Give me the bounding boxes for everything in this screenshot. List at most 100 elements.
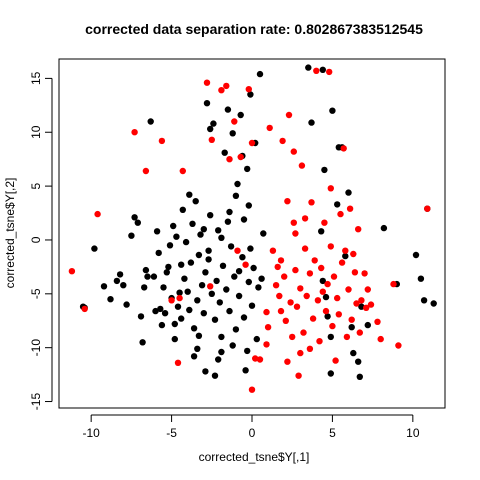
y-tick-label: 5 bbox=[29, 182, 43, 189]
point-black bbox=[260, 230, 267, 237]
point-red bbox=[316, 338, 323, 345]
point-black bbox=[181, 275, 188, 282]
point-red bbox=[207, 283, 214, 290]
point-black bbox=[412, 251, 420, 259]
point-black bbox=[139, 339, 146, 346]
point-red bbox=[355, 226, 362, 233]
point-red bbox=[303, 292, 310, 300]
point-black bbox=[213, 277, 220, 285]
point-red bbox=[226, 156, 233, 163]
point-red bbox=[377, 335, 384, 343]
point-red bbox=[81, 305, 88, 313]
point-black bbox=[223, 286, 230, 293]
point-red bbox=[142, 167, 150, 175]
point-black bbox=[147, 118, 154, 125]
point-black bbox=[123, 301, 130, 308]
point-black bbox=[240, 314, 248, 321]
point-black bbox=[256, 70, 264, 78]
point-black bbox=[235, 268, 243, 275]
point-black bbox=[240, 216, 248, 223]
point-red bbox=[269, 247, 277, 254]
point-red bbox=[306, 270, 314, 277]
point-black bbox=[224, 106, 232, 113]
point-red bbox=[301, 215, 309, 222]
point-red bbox=[297, 285, 304, 292]
data-points bbox=[68, 64, 437, 393]
point-red bbox=[314, 297, 322, 304]
point-black bbox=[417, 275, 425, 282]
point-black bbox=[203, 100, 211, 107]
point-red bbox=[330, 273, 338, 280]
point-black bbox=[221, 149, 228, 156]
point-black bbox=[250, 264, 257, 272]
point-black bbox=[318, 228, 325, 235]
point-black bbox=[224, 218, 232, 225]
point-black bbox=[258, 275, 265, 282]
point-black bbox=[329, 107, 336, 114]
point-red bbox=[329, 322, 336, 330]
point-black bbox=[235, 292, 243, 300]
point-black bbox=[91, 245, 98, 252]
point-red bbox=[285, 111, 293, 119]
point-black bbox=[200, 310, 207, 317]
point-black bbox=[120, 282, 127, 289]
point-red bbox=[348, 316, 355, 323]
x-tick-label: 10 bbox=[406, 426, 420, 440]
point-black bbox=[226, 208, 233, 216]
point-red bbox=[342, 247, 349, 254]
y-tick-label: 15 bbox=[29, 71, 43, 85]
point-black bbox=[248, 302, 256, 309]
point-red bbox=[256, 356, 264, 363]
point-black bbox=[194, 297, 201, 304]
point-black bbox=[202, 269, 209, 276]
point-black bbox=[155, 249, 162, 257]
point-red bbox=[361, 270, 368, 277]
point-black bbox=[215, 356, 222, 363]
point-black bbox=[247, 245, 254, 252]
point-black bbox=[253, 335, 260, 343]
point-black bbox=[182, 238, 190, 246]
point-red bbox=[252, 355, 259, 362]
y-tick-label: -10 bbox=[29, 339, 43, 357]
y-tick-label: -5 bbox=[29, 288, 43, 299]
point-red bbox=[274, 263, 281, 271]
point-black bbox=[216, 299, 223, 306]
point-black bbox=[171, 335, 178, 343]
y-tick-label: -15 bbox=[29, 393, 43, 411]
point-red bbox=[234, 247, 241, 254]
point-red bbox=[395, 342, 402, 349]
point-red bbox=[245, 86, 252, 93]
point-red bbox=[287, 299, 294, 306]
point-red bbox=[248, 386, 256, 393]
point-red bbox=[131, 129, 138, 136]
point-black bbox=[200, 226, 207, 233]
point-red bbox=[306, 345, 314, 352]
point-black bbox=[171, 320, 178, 328]
point-red bbox=[277, 257, 285, 264]
y-tick-label: 10 bbox=[29, 125, 43, 139]
point-red bbox=[276, 292, 283, 300]
point-red bbox=[327, 185, 334, 192]
y-axis: -15 -10 -5 0 5 10 15 bbox=[29, 71, 53, 411]
point-red bbox=[284, 198, 291, 205]
point-black bbox=[141, 284, 148, 291]
point-red bbox=[308, 199, 315, 206]
point-red bbox=[338, 259, 346, 266]
point-black bbox=[244, 347, 251, 355]
point-black bbox=[321, 166, 328, 174]
point-black bbox=[218, 234, 225, 241]
point-red bbox=[263, 341, 270, 348]
point-black bbox=[195, 251, 203, 259]
point-black bbox=[142, 266, 150, 274]
point-black bbox=[232, 326, 240, 333]
point-black bbox=[190, 325, 198, 332]
point-black bbox=[342, 252, 349, 260]
point-black bbox=[232, 192, 240, 199]
point-red bbox=[158, 137, 166, 145]
point-black bbox=[160, 284, 167, 291]
point-red bbox=[346, 205, 354, 212]
point-black bbox=[227, 243, 235, 250]
point-red bbox=[374, 318, 381, 325]
point-red bbox=[208, 136, 215, 143]
point-red bbox=[343, 333, 351, 341]
